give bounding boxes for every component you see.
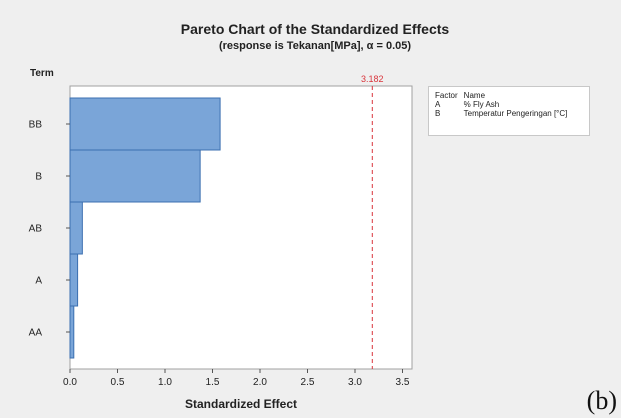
x-tick-label: 1.5 [206, 377, 220, 388]
legend-header-factor: Factor [435, 91, 458, 100]
chart-title: Pareto Chart of the Standardized Effects [180, 21, 450, 37]
y-tick-label: AA [29, 328, 43, 339]
x-axis-label: Standardized Effect [184, 397, 298, 411]
y-tick-label: A [35, 276, 42, 287]
x-tick-label: 1.0 [158, 377, 172, 388]
x-tick-label: 0.0 [63, 377, 77, 388]
figure-tag: (b) [586, 386, 617, 415]
legend-factor-name: Temperatur Pengeringan [°C] [463, 109, 568, 118]
legend-factor-code: B [435, 109, 441, 118]
x-tick-label: 3.0 [348, 377, 362, 388]
y-tick-label: AB [29, 224, 43, 235]
legend-factor-code: A [435, 100, 441, 109]
bar-b [69, 149, 201, 203]
bar-a [69, 253, 79, 307]
x-tick-label: 2.0 [253, 377, 267, 388]
reference-line-label: 3.182 [361, 74, 384, 84]
chart-subtitle: (response is Tekanan[MPa], α = 0.05) [218, 40, 412, 52]
bar-bb [69, 97, 221, 151]
y-axis-label: Term [30, 68, 54, 79]
factor-legend: Factor Name A % Fly Ash B Temperatur Pen… [428, 86, 590, 136]
legend-factor-name: % Fly Ash [463, 100, 500, 109]
x-tick-label: 3.5 [396, 377, 410, 388]
legend-row: A % Fly Ash [432, 100, 570, 109]
legend-row: B Temperatur Pengeringan [°C] [432, 109, 570, 118]
bar-ab [69, 201, 83, 255]
x-tick-label: 0.5 [111, 377, 125, 388]
bar-aa [69, 305, 75, 359]
y-tick-label: BB [29, 120, 43, 131]
y-tick-label: B [35, 172, 42, 183]
x-tick-label: 2.5 [301, 377, 315, 388]
legend-header-name: Name [463, 91, 486, 100]
legend-header-row: Factor Name [432, 91, 570, 100]
